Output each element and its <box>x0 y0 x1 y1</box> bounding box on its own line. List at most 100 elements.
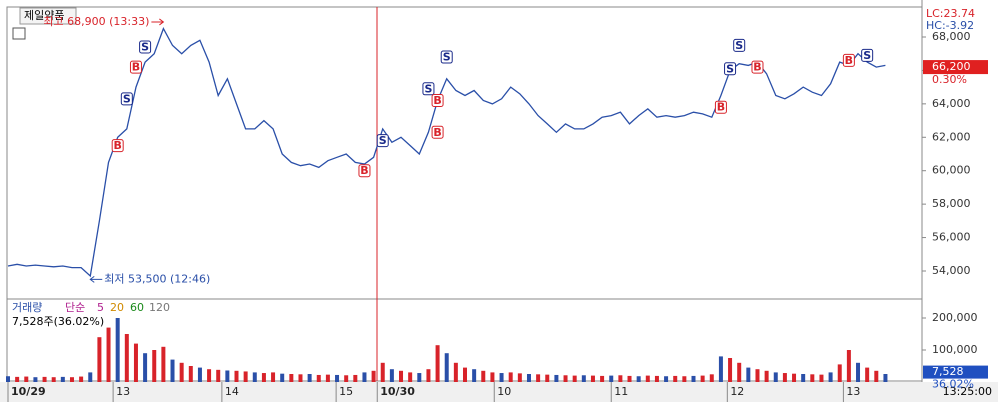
volume-bar <box>526 374 531 382</box>
volume-bar <box>271 372 276 382</box>
volume-bar <box>837 364 842 382</box>
volume-bar <box>115 318 120 382</box>
ma5-legend: 5 <box>97 301 104 314</box>
signal-label: B <box>433 94 441 107</box>
hc-label: HC:-3.92 <box>926 19 974 32</box>
volume-bar <box>143 353 148 382</box>
volume-bar <box>289 374 294 382</box>
last-volume-change: 36.02% <box>932 378 974 391</box>
volume-bar <box>664 376 669 382</box>
volume-bar <box>691 375 696 382</box>
signal-label: S <box>141 41 149 54</box>
stock-name: 제일약품 <box>24 8 64 22</box>
lc-label: LC:23.74 <box>926 7 975 20</box>
signal-marker <box>129 60 142 74</box>
volume-bar <box>444 353 449 382</box>
volume-bar <box>856 362 861 382</box>
x-tick-label: 13 <box>116 385 130 398</box>
volume-bar <box>15 376 20 382</box>
volume-bar <box>782 373 787 382</box>
volume-bar <box>252 372 257 382</box>
volume-bar <box>490 372 495 382</box>
y-tick-label: 56,000 <box>932 231 971 244</box>
volume-bar <box>563 375 568 382</box>
volume-bar <box>609 375 614 382</box>
x-tick-label: 14 <box>225 385 239 398</box>
volume-bar <box>344 375 349 382</box>
volume-bar <box>152 350 157 382</box>
signal-marker <box>733 38 746 52</box>
signal-marker <box>724 62 737 76</box>
volume-bar <box>673 375 678 382</box>
volume-bar <box>728 358 733 382</box>
signal-label: B <box>132 61 140 74</box>
volume-bar <box>700 375 705 382</box>
y-tick-label: 62,000 <box>932 130 971 143</box>
y-tick-label: 54,000 <box>932 264 971 277</box>
volume-bar <box>408 372 413 382</box>
volume-bar <box>463 367 467 382</box>
last-change-label: 0.30% <box>932 73 967 86</box>
low-arrow <box>89 275 103 283</box>
volume-bar <box>627 375 632 382</box>
signal-marker <box>861 48 874 62</box>
volume-bar <box>572 375 577 382</box>
ma-legend: 단순 <box>65 301 85 314</box>
volume-bar <box>636 376 641 382</box>
volume-bar <box>764 370 769 382</box>
signal-marker <box>431 94 444 108</box>
volume-bar <box>581 375 586 382</box>
volume-bar <box>590 375 595 382</box>
signal-marker <box>422 82 435 96</box>
volume-bar <box>883 374 888 382</box>
volume-bar <box>417 373 422 382</box>
volume-bar <box>472 369 477 382</box>
x-tick-label: 12 <box>730 385 744 398</box>
signal-marker <box>376 134 389 148</box>
volume-bar <box>69 377 74 382</box>
volume-bar <box>654 375 659 382</box>
volume-bar <box>600 375 605 382</box>
signal-marker <box>111 139 124 153</box>
table-icon[interactable] <box>12 27 26 40</box>
volume-bar <box>792 373 797 382</box>
price-line <box>7 27 886 278</box>
signal-label: B <box>433 126 441 139</box>
x-tick-label: 10 <box>497 385 511 398</box>
volume-bar <box>88 372 93 382</box>
volume-bar <box>216 369 221 382</box>
volume-bar <box>197 367 202 382</box>
y-tick-label: 60,000 <box>932 164 971 177</box>
y-tick-label: 200,000 <box>932 311 978 324</box>
volume-bar <box>280 373 285 382</box>
signal-label: S <box>424 82 432 95</box>
signal-marker <box>431 125 444 139</box>
x-tick-label: 11 <box>614 385 628 398</box>
volume-bar <box>42 376 47 382</box>
last-price-box <box>923 60 988 75</box>
signal-label: S <box>379 134 387 147</box>
volume-legend: 거래량 <box>12 301 42 314</box>
ma120-legend: 120 <box>149 301 170 314</box>
volume-bar <box>225 370 230 382</box>
volume-bar <box>453 362 458 382</box>
volume-bar <box>554 374 559 382</box>
y-tick-label: 100,000 <box>932 343 978 356</box>
x-tick-label: 10/29 <box>11 385 46 398</box>
signal-label: B <box>360 164 368 177</box>
signal-label: B <box>845 54 853 67</box>
volume-bar <box>545 374 550 382</box>
volume-bar <box>865 367 870 382</box>
high-label: 최고 68,900 (13:33) <box>43 15 149 28</box>
volume-bar <box>737 362 742 382</box>
volume-bar <box>517 373 522 382</box>
signal-marker <box>751 60 764 74</box>
volume-bar <box>79 376 84 382</box>
volume-bar <box>645 375 650 382</box>
x-tick-label: 15 <box>339 385 353 398</box>
ma60-legend: 60 <box>130 301 144 314</box>
volume-summary: 7,528주(36.02%) <box>12 315 104 328</box>
volume-bar <box>353 374 358 382</box>
